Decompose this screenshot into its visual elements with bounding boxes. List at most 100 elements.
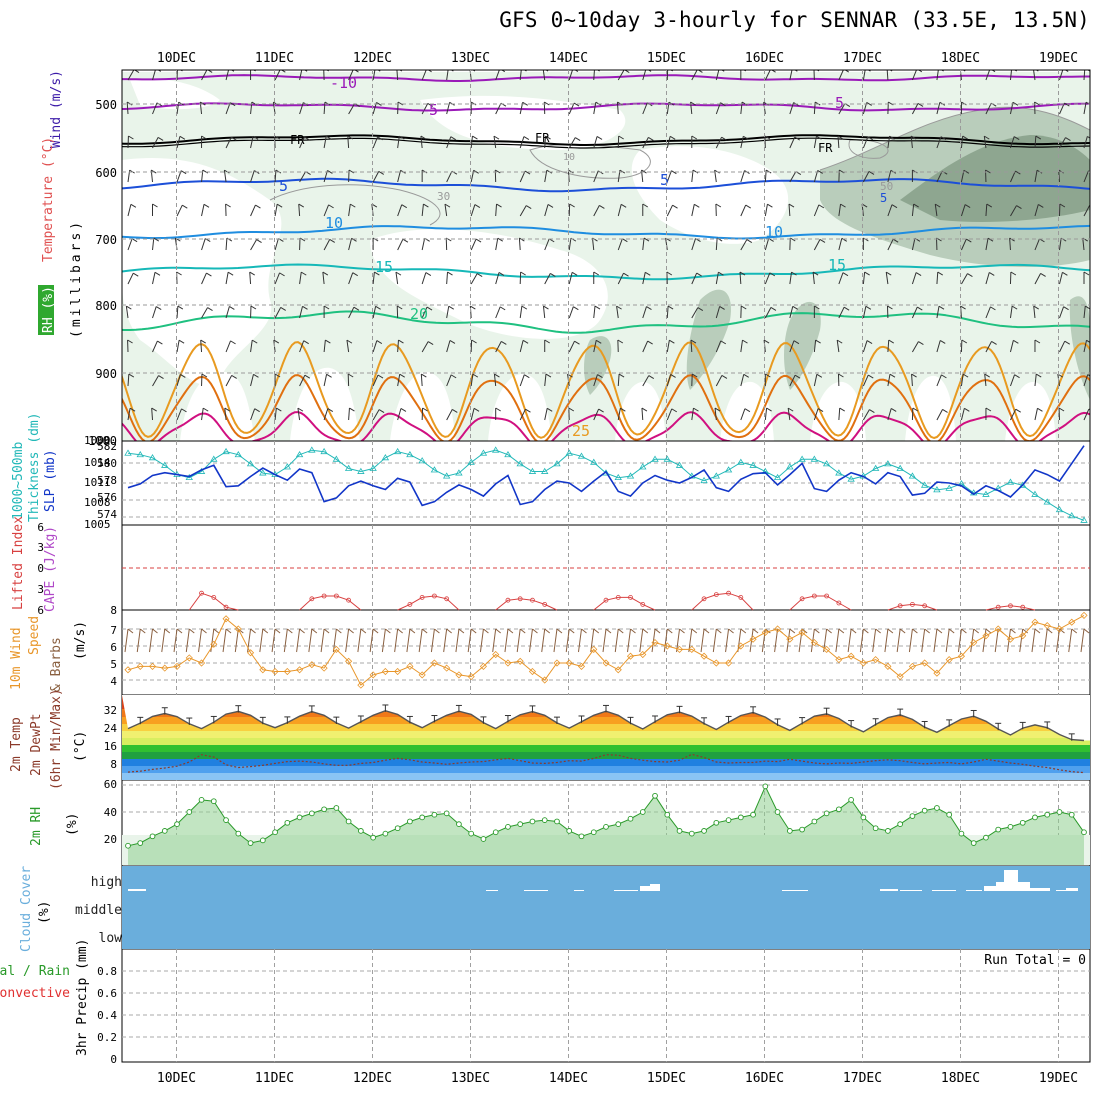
sfc-barb: [381, 628, 386, 653]
wind-barb-flag: [1087, 70, 1090, 72]
wind-barb: [519, 136, 525, 149]
thickness-yticks: 582 580 578 576 574: [97, 440, 117, 521]
rh-marker: [946, 811, 953, 818]
wind-barb: [568, 272, 573, 285]
wind-barb: [617, 238, 623, 251]
wind-barb: [666, 305, 669, 319]
date-label: 13DEC: [451, 1071, 490, 1086]
wind-barb-flag: [648, 136, 654, 141]
wind-barb: [446, 374, 452, 387]
wind-barb-flag: [763, 339, 770, 344]
rh-marker: [358, 828, 364, 834]
wind-barb-flag: [623, 272, 629, 277]
sfc-barb-flag: [936, 628, 943, 634]
sfc-barb: [504, 628, 509, 653]
contour-label: -5: [420, 101, 438, 119]
wind-barb: [495, 203, 498, 217]
wind-barb-flag: [937, 271, 944, 276]
li-marker: [897, 603, 903, 609]
precip-yticks: 0.8 0.6 0.4 0.2 0: [97, 965, 117, 1066]
wind-barb: [446, 306, 450, 319]
wind-barb-flag: [473, 169, 479, 174]
ytick: 1000: [88, 434, 117, 448]
wind-barb-flag: [230, 70, 235, 72]
wind-barb-flag: [496, 203, 502, 208]
wind-speed-markers: [124, 611, 1088, 689]
wind-barb-flag: [1012, 101, 1019, 106]
wind-barb-flag: [377, 374, 384, 379]
wind-barb-flag: [839, 407, 845, 412]
slp-marker: [295, 450, 304, 458]
wind-barb-flag: [1088, 170, 1090, 173]
wind-barb-flag: [353, 306, 360, 311]
sfc-barb: [1068, 628, 1073, 653]
wind-barb: [813, 340, 817, 353]
li-marker: [542, 602, 548, 607]
wind-barb: [395, 272, 399, 285]
li-marker: [333, 593, 339, 599]
wind-barb: [985, 102, 992, 115]
wind-barb-flag: [322, 271, 329, 276]
wind-barb-flag: [868, 170, 875, 175]
li-segment: [188, 592, 239, 611]
wind-barb: [911, 70, 917, 81]
ytick: 20: [104, 833, 117, 846]
wind-barb: [862, 136, 869, 149]
wind-barb: [715, 136, 723, 149]
sfc-barb: [136, 628, 141, 653]
li-marker: [223, 604, 229, 610]
wind-barb-flag: [377, 136, 383, 141]
wind-barb-flag: [843, 306, 850, 311]
rh-marker: [468, 830, 475, 837]
wind-barb-flag: [984, 373, 990, 378]
wind-barb: [372, 409, 380, 421]
wind-barb: [323, 408, 329, 421]
ytick: 40: [104, 806, 117, 819]
wind-barb: [789, 340, 795, 353]
li-marker: [1008, 603, 1013, 609]
ylabel-thickness-a: 1000~500mb: [11, 442, 26, 520]
date-axis-bottom: 10DEC 11DEC 12DEC 13DEC 14DEC 15DEC 16DEC 17DEC…: [157, 1071, 1078, 1086]
rh-marker: [664, 811, 671, 818]
slp-marker: [393, 447, 402, 455]
wind-barb-flag: [304, 70, 308, 72]
wind-barb-flag: [426, 306, 433, 311]
wind-barb: [1083, 408, 1090, 421]
date-label: 10DEC: [157, 51, 196, 66]
wind-marker: [859, 659, 867, 667]
wind-barb: [789, 102, 795, 115]
sfc-barb-flag: [372, 628, 379, 634]
rh2m-panel: [122, 783, 1090, 865]
wind-barb-flag: [128, 135, 134, 140]
sfc-barb: [541, 628, 546, 653]
wind-barb: [642, 102, 648, 115]
wind-barb-flag: [963, 169, 970, 174]
wind-barb: [642, 238, 645, 251]
wind-barb-flag: [967, 273, 973, 278]
wind-barb: [887, 238, 894, 251]
wind-barb-flag: [1013, 70, 1017, 72]
sfc-barb-flag: [287, 628, 293, 634]
wind-barb: [322, 272, 325, 285]
wind-barb-flag: [1010, 271, 1017, 276]
wind-barb-flag: [670, 374, 676, 378]
rh-marker: [1081, 829, 1087, 836]
slp-marker: [148, 454, 157, 461]
li-marker: [505, 597, 511, 603]
ylabel-wind: Wind (m/s): [49, 70, 64, 148]
wind-barb: [838, 272, 844, 285]
wind-barb: [250, 136, 254, 149]
wind-barb: [593, 102, 597, 115]
ylabel-precip: 3hr Precip (mm): [75, 939, 90, 1056]
wind-barb: [152, 272, 156, 285]
contour-label: FR: [818, 141, 833, 155]
ytick: 1014: [84, 456, 111, 469]
sfc-barb: [369, 628, 374, 653]
wind-barb: [960, 374, 964, 387]
wind-barb-flag: [988, 272, 995, 276]
sfc-barb-flag: [201, 628, 207, 634]
date-label: 16DEC: [745, 51, 784, 66]
wind-barb: [446, 271, 449, 285]
wind-barb-flag: [596, 70, 600, 72]
